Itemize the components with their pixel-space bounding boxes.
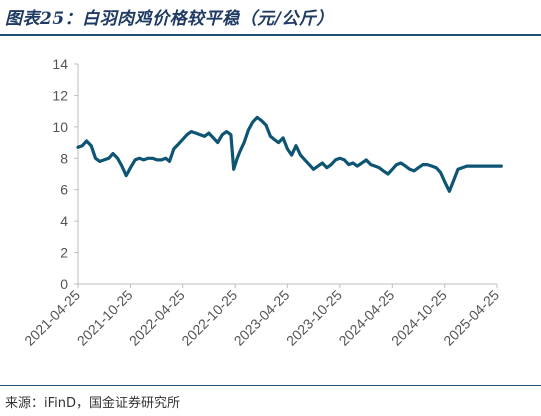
chart-title: 图表25：白羽肉鸡价格较平稳（元/公斤） [5, 9, 334, 29]
title-divider [0, 34, 541, 36]
y-tick-label: 8 [60, 150, 68, 166]
title-bar: 图表25：白羽肉鸡价格较平稳（元/公斤） [0, 0, 541, 36]
x-tick-label: 2025-04-25 [440, 287, 502, 349]
y-tick-label: 2 [60, 245, 68, 261]
plot-area [76, 115, 503, 193]
y-tick-label: 10 [52, 119, 68, 135]
x-tick-label: 2023-04-25 [231, 287, 293, 349]
line-chart: 0 2 4 6 8 10 12 14 2021-04-252021-10-252022-04-… [21, 56, 503, 349]
source-divider [0, 385, 541, 386]
y-tick-label: 0 [60, 276, 68, 292]
x-axis: 2021-04-252021-10-252022-04-252022-10-25… [21, 283, 502, 349]
y-tick-label: 6 [60, 182, 68, 198]
y-tick-label: 4 [60, 213, 68, 229]
y-axis: 0 2 4 6 8 10 12 14 [52, 56, 79, 292]
x-tick-label: 2024-04-25 [335, 287, 397, 349]
x-tick-label: 2022-04-25 [126, 287, 188, 349]
x-tick-label: 2023-10-25 [283, 287, 345, 349]
source-note: 来源：iFinD，国金证券研究所 [5, 396, 181, 411]
series-line-0 [76, 115, 503, 193]
x-tick-label: 2024-10-25 [388, 287, 450, 349]
x-tick-label: 2021-10-25 [74, 287, 136, 349]
y-tick-label: 12 [52, 87, 68, 103]
y-tick-label: 14 [52, 56, 68, 72]
x-tick-label: 2021-04-25 [21, 287, 83, 349]
